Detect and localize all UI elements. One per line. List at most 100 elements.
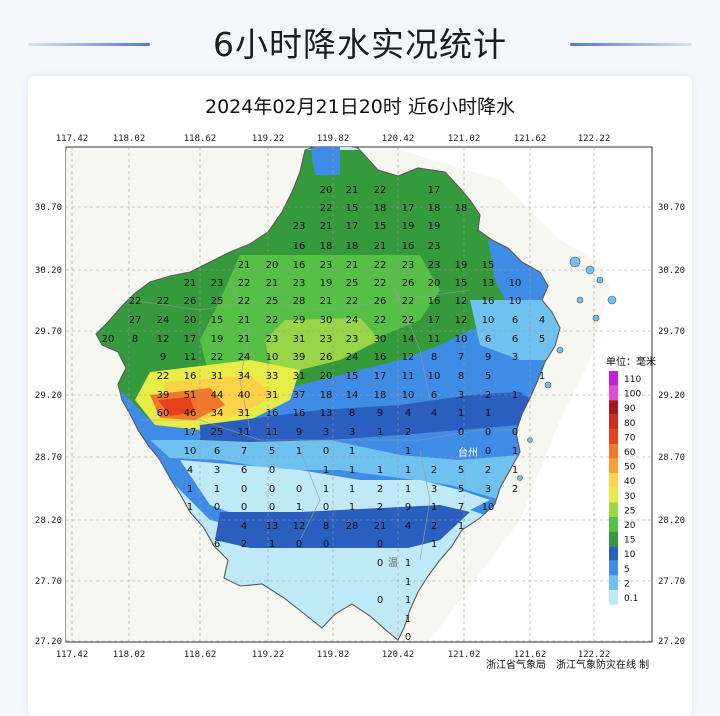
precipitation-value: 44	[211, 390, 224, 401]
precipitation-value: 2	[241, 539, 247, 550]
precipitation-value: 13	[266, 521, 279, 532]
precipitation-value: 10	[482, 502, 495, 513]
latitude-label: 30.70	[658, 203, 685, 213]
precipitation-value: 1	[405, 484, 411, 495]
legend-title: 单位：毫米	[606, 355, 656, 368]
latitude-label: 30.70	[35, 203, 62, 213]
legend-swatch	[609, 517, 618, 532]
precipitation-value: 31	[238, 408, 251, 419]
precipitation-value: 11	[402, 371, 415, 382]
precipitation-value: 1	[485, 408, 491, 419]
precipitation-value: 12	[293, 521, 306, 532]
precipitation-value: 0	[214, 502, 220, 513]
latitude-label: 29.20	[658, 391, 685, 401]
legend-label: 80	[624, 419, 636, 429]
precipitation-value: 10	[455, 334, 468, 345]
precipitation-value: 4	[187, 465, 193, 476]
precipitation-value: 0	[323, 446, 329, 457]
precipitation-value: 1	[349, 502, 355, 513]
precipitation-value: 23	[402, 260, 415, 271]
legend-swatch	[609, 560, 618, 576]
precipitation-value: 20	[428, 278, 441, 289]
precipitation-value: 6	[214, 446, 220, 457]
precipitation-value: 3	[485, 484, 491, 495]
precipitation-value: 22	[374, 260, 387, 271]
precipitation-value: 12	[455, 315, 468, 326]
precipitation-value: 25	[346, 278, 359, 289]
precipitation-value: 16	[482, 296, 495, 307]
precipitation-value: 26	[320, 352, 333, 363]
precipitation-value: 8	[132, 334, 138, 345]
longitude-label: 119.82	[317, 134, 350, 144]
precipitation-value: 21	[346, 260, 359, 271]
precipitation-value: 11	[266, 427, 279, 438]
precipitation-value: 11	[238, 427, 251, 438]
precipitation-value: 23	[428, 260, 441, 271]
legend-swatch	[609, 502, 618, 517]
lat-lon-grid	[66, 147, 652, 642]
precipitation-value: 10	[266, 352, 279, 363]
precipitation-value: 23	[320, 334, 333, 345]
precipitation-value: 10	[402, 390, 415, 401]
legend-swatch	[609, 458, 618, 474]
precipitation-value: 22	[238, 278, 251, 289]
precipitation-value: 0	[485, 446, 491, 457]
legend-swatch	[609, 546, 618, 561]
legend-swatch	[609, 531, 618, 547]
precipitation-value: 1	[296, 446, 302, 457]
precipitation-value: 22	[402, 296, 415, 307]
precipitation-value: 2	[405, 427, 411, 438]
page-header: 6小时降水实况统计	[0, 0, 720, 88]
precipitation-value: 21	[238, 334, 251, 345]
latitude-label: 27.20	[35, 637, 62, 647]
latitude-label: 27.70	[35, 577, 62, 587]
precipitation-value: 18	[320, 390, 333, 401]
precipitation-value: 27	[129, 315, 142, 326]
precipitation-value: 6	[431, 390, 437, 401]
precipitation-value: 51	[184, 390, 197, 401]
precipitation-value: 4	[241, 521, 247, 532]
longitude-label: 118.02	[113, 134, 146, 144]
precipitation-value: 0	[485, 427, 491, 438]
precipitation-value: 10	[509, 278, 522, 289]
precipitation-value: 21	[238, 260, 251, 271]
precipitation-value: 28	[346, 521, 359, 532]
precipitation-value: 9	[377, 408, 383, 419]
precipitation-value: 0	[241, 502, 247, 513]
latitude-label: 29.20	[35, 391, 62, 401]
precipitation-value: 1	[349, 484, 355, 495]
longitude-label: 117.42	[56, 650, 89, 660]
precipitation-value: 31	[211, 371, 224, 382]
precipitation-value: 13	[320, 408, 333, 419]
map-title: 2024年02月21日20时 近6小时降水	[204, 96, 515, 118]
precipitation-value: 60	[157, 408, 170, 419]
precipitation-value: 22	[157, 371, 170, 382]
precipitation-value: 12	[455, 296, 468, 307]
precipitation-value: 18	[346, 241, 359, 252]
precipitation-value: 21	[346, 185, 359, 196]
precipitation-value: 6	[214, 539, 220, 550]
precipitation-value: 1	[377, 465, 383, 476]
precipitation-value: 19	[428, 221, 441, 232]
precipitation-value: 25	[211, 296, 224, 307]
precipitation-value: 1	[349, 465, 355, 476]
precipitation-value: 23	[266, 334, 279, 345]
precipitation-value: 19	[455, 260, 468, 271]
latitude-labels-right: 30.70 30.20 29.70 29.20 28.70 28.20 27.70 27.20	[658, 203, 685, 647]
legend-label: 70	[624, 433, 636, 443]
precipitation-value: 15	[374, 221, 387, 232]
precipitation-value: 17	[402, 203, 415, 214]
precipitation-value: 1	[405, 446, 411, 457]
precipitation-value: 16	[428, 296, 441, 307]
precipitation-value: 22	[374, 185, 387, 196]
legend-swatch	[609, 371, 618, 386]
precipitation-value: 0	[377, 539, 383, 550]
legend-swatch	[609, 429, 618, 444]
precipitation-value: 0	[269, 502, 275, 513]
precipitation-value: 34	[238, 371, 251, 382]
precipitation-value: 0	[512, 427, 518, 438]
precipitation-value: 22	[238, 296, 251, 307]
precipitation-value: 1	[512, 446, 518, 457]
precipitation-value: 3	[323, 427, 329, 438]
